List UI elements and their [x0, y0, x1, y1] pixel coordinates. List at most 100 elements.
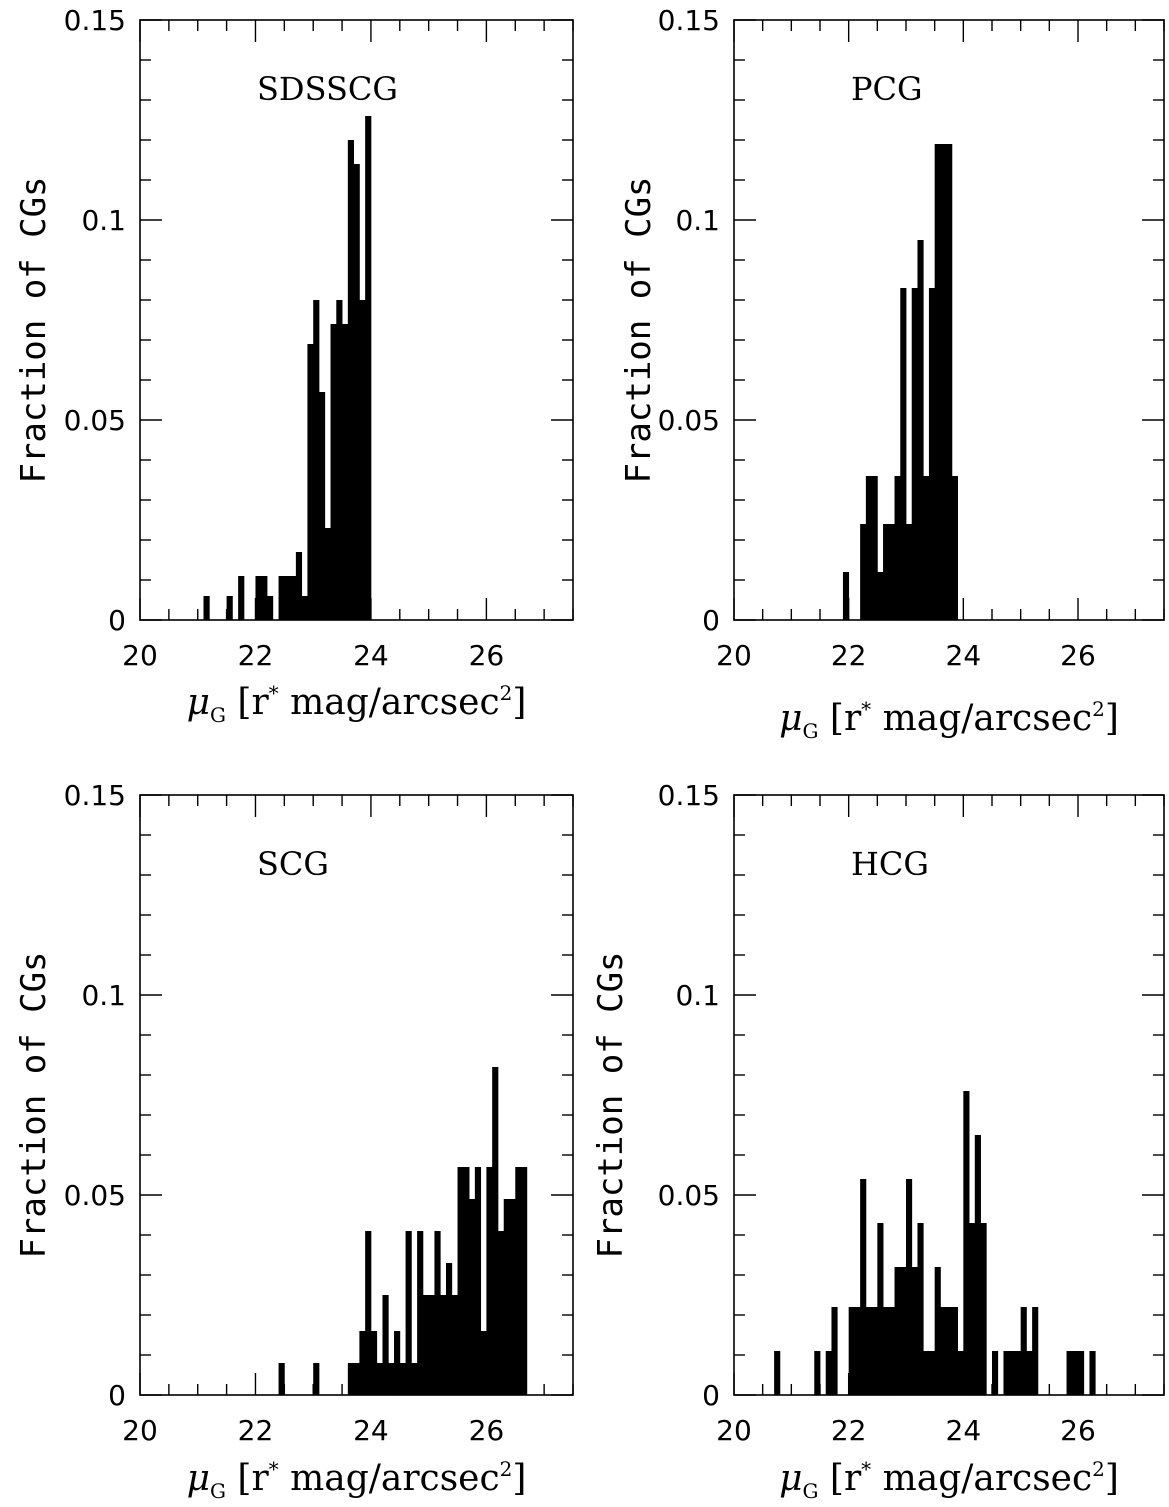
histogram-bar	[825, 1351, 832, 1395]
histogram-bar	[469, 1199, 476, 1395]
histogram-bar	[860, 1179, 867, 1395]
histogram-bar	[290, 576, 297, 620]
histogram-bar	[342, 324, 349, 620]
histogram-bar	[428, 1295, 435, 1395]
plot-frame	[733, 19, 1165, 621]
x-axis-title: μG [r* mag/arcsec2]	[779, 1457, 1119, 1503]
histogram-bar	[894, 476, 901, 620]
y-tick-label: 0.1	[81, 979, 126, 1012]
x-tick-label: 24	[353, 639, 389, 672]
histogram-bar	[974, 1135, 981, 1395]
histogram-bar	[388, 1363, 395, 1395]
histogram-bar	[888, 1307, 895, 1395]
histogram-bar	[911, 1267, 918, 1395]
histogram-bar	[405, 1231, 412, 1395]
histogram-bar	[434, 1231, 441, 1395]
histogram-bar	[923, 476, 930, 620]
y-tick-label: 0.15	[658, 779, 720, 812]
histogram-bar	[854, 1307, 861, 1395]
histogram-bar	[1072, 1351, 1079, 1395]
histogram-bar	[940, 144, 947, 620]
histogram-bar	[278, 576, 285, 620]
histogram-bar	[313, 300, 320, 620]
histogram-bar	[980, 1223, 987, 1395]
histogram-bar	[515, 1167, 522, 1395]
histogram-bar	[877, 572, 884, 620]
histogram-bar	[1020, 1307, 1027, 1395]
histogram-bar	[906, 1179, 913, 1395]
histogram-bar	[324, 528, 331, 620]
x-tick-label: 24	[946, 639, 982, 672]
histogram-bar	[336, 300, 343, 620]
x-tick-label: 26	[1060, 639, 1096, 672]
histogram-bar	[1089, 1351, 1096, 1395]
histogram-bar	[417, 1231, 424, 1395]
y-tick-label: 0.15	[64, 4, 126, 37]
plot-frame	[139, 794, 574, 1396]
histogram-bar	[934, 1267, 941, 1395]
histogram-bar	[900, 1267, 907, 1395]
histogram-bar	[865, 476, 872, 620]
histogram-bar	[376, 1363, 383, 1395]
histogram-bar	[457, 1167, 464, 1395]
histogram-bar	[831, 1307, 838, 1395]
histogram-bar	[255, 576, 262, 620]
histogram-bar	[365, 1231, 372, 1395]
y-tick-label: 0.05	[658, 1179, 720, 1212]
y-tick-label: 0	[108, 1379, 126, 1412]
histogram-bar	[474, 1167, 482, 1395]
histogram-bar	[1032, 1307, 1039, 1395]
histogram-bar	[307, 344, 314, 620]
histogram-bar	[486, 1167, 493, 1395]
x-axis-title: μG [r* mag/arcsec2]	[779, 697, 1119, 743]
x-tick-label: 20	[122, 1414, 158, 1447]
histogram-bar	[946, 144, 953, 620]
histogram-bar	[284, 576, 291, 620]
histogram-bar	[353, 164, 360, 620]
histogram-panel-sdsscg: 20 22 24 26 0 0.05 0.1 0.15 SDSSCG Fraction of CG…	[14, 4, 574, 727]
x-axis-title: μG [r* mag/arcsec2]	[187, 681, 527, 727]
y-axis-title: Fraction of CGs	[14, 176, 54, 483]
y-tick-label: 0.1	[675, 979, 720, 1012]
y-tick-label: 0.05	[64, 1179, 126, 1212]
histogram-bar	[865, 1307, 872, 1395]
histogram-bar	[226, 596, 233, 620]
panel-label: HCG	[851, 845, 929, 883]
histogram-bar	[365, 116, 372, 620]
x-tick-label: 24	[946, 1414, 982, 1447]
y-axis-title: Fraction of CGs	[14, 951, 54, 1258]
histogram-bar	[521, 1167, 528, 1395]
plot-frame	[139, 19, 574, 621]
y-tick-label: 0.1	[81, 204, 126, 237]
histogram-bar	[330, 324, 337, 620]
histogram-bar	[267, 596, 274, 620]
histogram-bar	[917, 1223, 924, 1395]
histogram-panel-hcg: 20 22 24 26 0 0.05 0.1 0.15 HCG Fraction of CGs μG…	[591, 779, 1165, 1503]
x-tick-label: 26	[469, 1414, 505, 1447]
y-axis-title: Fraction of CGs	[591, 951, 631, 1258]
histogram-bar	[957, 1351, 964, 1395]
histogram-bar	[871, 476, 878, 620]
y-tick-label: 0	[702, 1379, 720, 1412]
x-tick-label: 26	[469, 639, 505, 672]
histogram-bar	[951, 476, 958, 620]
histogram-bar	[278, 1363, 285, 1395]
y-tick-label: 0.1	[675, 204, 720, 237]
histogram-bar	[301, 596, 308, 620]
histogram-bar	[238, 576, 245, 620]
histogram-bar	[923, 1351, 930, 1395]
histogram-panel-scg: 20 22 24 26 0 0.05 0.1 0.15 SCG Fraction of CGs μG…	[14, 779, 574, 1503]
histogram-bar	[883, 1307, 890, 1395]
histogram-bar	[934, 144, 941, 620]
histogram-bar	[509, 1199, 516, 1395]
histogram-bar	[848, 1307, 855, 1395]
histogram-bar	[451, 1295, 458, 1395]
histogram-bar	[928, 288, 936, 620]
histogram-bar	[928, 1351, 936, 1395]
histogram-bar	[203, 596, 210, 620]
histogram-bar	[1026, 1351, 1033, 1395]
histogram-bar	[399, 1363, 406, 1395]
histogram-bar	[1009, 1351, 1016, 1395]
histogram-bar	[497, 1231, 505, 1395]
